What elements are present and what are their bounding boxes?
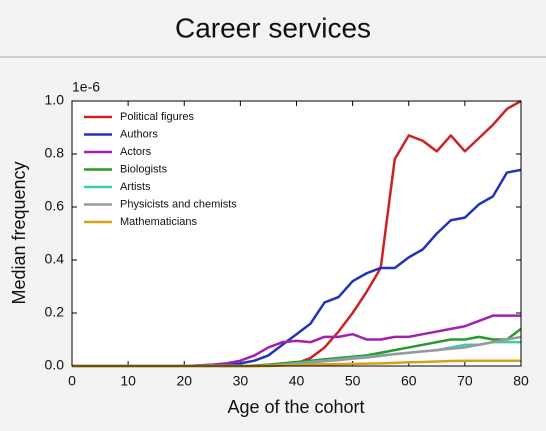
- y-tick-label: 1.0: [45, 92, 65, 108]
- y-axis-label: Median frequency: [9, 161, 29, 304]
- y-offset-label: 1e-6: [72, 79, 100, 95]
- legend-label: Artists: [120, 181, 151, 193]
- x-tick-label: 30: [233, 373, 249, 389]
- slide-title: Career services: [175, 12, 371, 43]
- legend-label: Authors: [120, 128, 158, 140]
- y-tick-label: 0.0: [45, 357, 65, 373]
- y-tick-label: 0.2: [45, 304, 65, 320]
- x-tick-label: 40: [289, 373, 305, 389]
- y-tick-label: 0.4: [45, 251, 65, 267]
- legend-label: Mathematicians: [120, 216, 198, 228]
- legend-label: Physicists and chemists: [120, 198, 237, 210]
- y-tick-label: 0.6: [45, 198, 65, 214]
- x-tick-label: 50: [345, 373, 361, 389]
- plot-frame: [71, 100, 522, 367]
- x-tick-label: 80: [513, 373, 529, 389]
- plot-area: [72, 101, 521, 366]
- y-tick-label: 0.8: [45, 145, 65, 161]
- legend-label: Political figures: [120, 111, 194, 123]
- x-axis-label: Age of the cohort: [227, 397, 364, 417]
- legend-label: Actors: [120, 146, 152, 158]
- x-tick-label: 0: [68, 373, 76, 389]
- legend-label: Biologists: [120, 163, 168, 175]
- x-tick-label: 60: [401, 373, 417, 389]
- x-tick-label: 20: [176, 373, 192, 389]
- x-tick-label: 70: [457, 373, 473, 389]
- x-tick-label: 10: [120, 373, 136, 389]
